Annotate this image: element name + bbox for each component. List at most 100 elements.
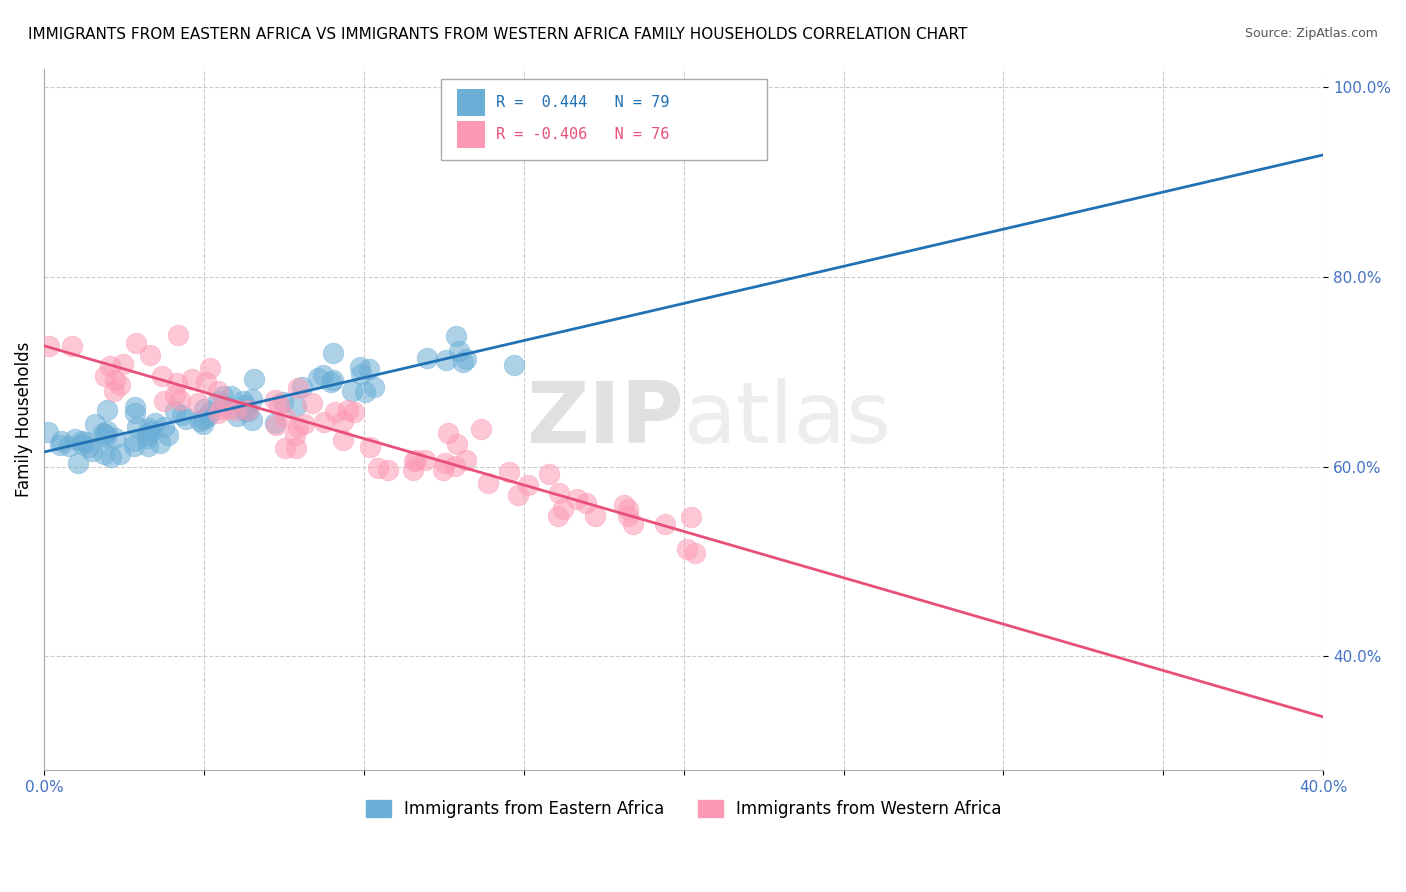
Point <box>432 463 454 477</box>
Point <box>240 392 263 407</box>
Point <box>156 427 179 442</box>
Point <box>312 368 335 382</box>
Point <box>332 433 354 447</box>
Point <box>91 426 114 441</box>
Point <box>363 380 385 394</box>
Point <box>94 429 117 443</box>
Point <box>553 502 575 516</box>
Point <box>287 419 309 434</box>
Point <box>49 438 72 452</box>
Point <box>319 375 342 389</box>
Point <box>75 434 97 449</box>
Point <box>506 488 529 502</box>
Point <box>456 453 478 467</box>
Point <box>122 434 145 449</box>
Point <box>152 420 174 434</box>
Point <box>444 329 467 343</box>
Point <box>547 509 569 524</box>
Point <box>58 439 80 453</box>
Point <box>502 359 524 373</box>
Point <box>139 425 162 439</box>
Point <box>138 420 160 434</box>
Point <box>60 339 83 353</box>
Point <box>180 372 202 386</box>
Point <box>537 467 560 482</box>
Point <box>287 381 309 395</box>
Point <box>193 401 215 416</box>
Point <box>547 485 569 500</box>
Point <box>498 465 520 479</box>
Point <box>104 373 127 387</box>
Point <box>110 447 132 461</box>
Point <box>434 456 457 470</box>
FancyBboxPatch shape <box>440 79 766 160</box>
Point <box>63 432 86 446</box>
Point <box>470 422 492 436</box>
Point <box>402 454 425 468</box>
Point <box>219 389 242 403</box>
Point <box>238 404 260 418</box>
Point <box>447 343 470 358</box>
Point <box>353 385 375 400</box>
Point <box>683 545 706 559</box>
Point <box>325 405 347 419</box>
Point <box>82 444 104 458</box>
FancyBboxPatch shape <box>457 121 485 148</box>
Point <box>436 426 458 441</box>
Point <box>285 441 308 455</box>
Point <box>612 498 634 512</box>
Text: R = -0.406   N = 76: R = -0.406 N = 76 <box>496 127 669 142</box>
Point <box>367 460 389 475</box>
Point <box>139 348 162 362</box>
Point <box>94 426 117 441</box>
Point <box>654 516 676 531</box>
Point <box>517 478 540 492</box>
Point <box>264 418 287 433</box>
Point <box>676 541 699 556</box>
Point <box>301 396 323 410</box>
Point <box>583 508 606 523</box>
Point <box>143 416 166 430</box>
Point <box>359 362 381 376</box>
Point <box>283 428 305 442</box>
Point <box>337 403 360 417</box>
Point <box>264 416 287 430</box>
Point <box>434 353 457 368</box>
Point <box>446 437 468 451</box>
Point <box>51 434 73 448</box>
Point <box>125 335 148 350</box>
Point <box>274 441 297 455</box>
Point <box>211 389 233 403</box>
Point <box>37 425 59 439</box>
Point <box>125 420 148 434</box>
Point <box>135 427 157 442</box>
Point <box>152 393 174 408</box>
Point <box>235 401 257 416</box>
Point <box>124 401 146 415</box>
Point <box>343 405 366 419</box>
Point <box>209 401 232 416</box>
Point <box>174 412 197 426</box>
Point <box>70 437 93 451</box>
Point <box>104 431 127 445</box>
Point <box>233 404 256 418</box>
Point <box>575 496 598 510</box>
Point <box>621 517 644 532</box>
Point <box>195 375 218 389</box>
Point <box>165 404 187 418</box>
Text: IMMIGRANTS FROM EASTERN AFRICA VS IMMIGRANTS FROM WESTERN AFRICA FAMILY HOUSEHOL: IMMIGRANTS FROM EASTERN AFRICA VS IMMIGR… <box>28 27 967 42</box>
Point <box>38 339 60 353</box>
Point <box>108 377 131 392</box>
Point <box>198 360 221 375</box>
Point <box>72 434 94 449</box>
Point <box>100 450 122 464</box>
Point <box>322 346 344 360</box>
Point <box>187 396 209 410</box>
Point <box>291 380 314 394</box>
Text: ZIP: ZIP <box>526 377 683 461</box>
Point <box>112 357 135 371</box>
Y-axis label: Family Households: Family Households <box>15 342 32 497</box>
Point <box>166 376 188 390</box>
Point <box>274 409 297 424</box>
Point <box>207 384 229 398</box>
